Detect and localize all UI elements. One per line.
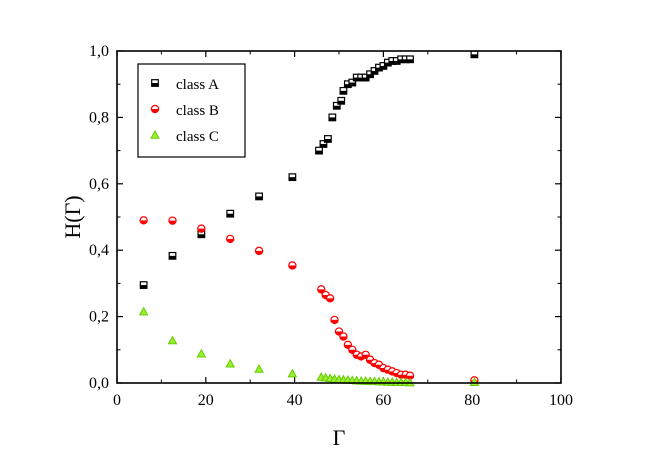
data-point	[138, 306, 149, 316]
x-tick-label: 80	[464, 392, 480, 409]
legend-label: class B	[176, 103, 219, 119]
data-point-fill	[197, 228, 205, 233]
y-tick-label: 0,8	[89, 109, 109, 126]
data-point	[167, 335, 178, 345]
legend-marker	[150, 129, 160, 139]
x-tick-label: 100	[549, 392, 573, 409]
x-tick-label: 20	[198, 392, 214, 409]
x-tick-label: 60	[375, 392, 391, 409]
y-tick-label: 1,0	[89, 43, 109, 60]
data-point-fill	[340, 90, 347, 95]
data-point-fill	[402, 59, 409, 63]
data-point-fill	[362, 77, 369, 81]
data-point-fill	[315, 150, 323, 154]
data-point-fill	[168, 220, 177, 225]
legend-marker-fill	[151, 109, 159, 113]
data-point	[287, 368, 298, 378]
x-axis-label: Γ	[333, 425, 346, 450]
data-point-fill	[326, 298, 334, 302]
series-class-A	[139, 50, 479, 289]
data-point-fill	[353, 77, 361, 81]
data-point-fill	[330, 319, 339, 324]
data-point-fill	[140, 285, 147, 289]
data-point-fill	[397, 59, 405, 63]
data-point-fill	[366, 74, 374, 78]
data-point-fill	[388, 60, 396, 65]
x-tick-label: 0	[113, 392, 121, 409]
legend: class A class B class C	[137, 63, 246, 158]
y-tick-label: 0,0	[89, 375, 109, 392]
y-tick-label: 0,6	[89, 176, 109, 193]
legend-marker-fill	[151, 83, 159, 87]
data-point-fill	[320, 143, 327, 148]
legend-item: class B	[150, 103, 219, 119]
data-point-fill	[380, 65, 387, 70]
data-point-fill	[349, 82, 356, 86]
data-point-fill	[140, 220, 148, 224]
data-points	[138, 50, 480, 387]
data-point-fill	[289, 177, 296, 181]
y-tick-label: 0,4	[89, 242, 109, 259]
legend-label: class C	[176, 129, 219, 145]
data-point-fill	[471, 54, 478, 58]
data-point-fill	[288, 265, 296, 270]
y-axis-label: H(Γ)	[60, 195, 85, 238]
data-point-fill	[324, 138, 332, 143]
data-point-fill	[344, 84, 352, 88]
data-point-fill	[384, 62, 392, 66]
legend-label: class A	[176, 77, 219, 93]
data-point-fill	[406, 375, 414, 380]
series-class-C	[138, 306, 480, 387]
y-tick-label: 0,2	[89, 309, 109, 326]
x-tick-label: 40	[287, 392, 303, 409]
data-point	[254, 364, 264, 373]
data-point-fill	[357, 77, 365, 81]
data-point-fill	[226, 213, 234, 217]
data-point-fill	[226, 238, 234, 243]
tick-labels: 0 20 40 60 80 100 0,0 0,2 0,4 0,6 0,8 1,0	[89, 43, 573, 409]
series-class-B	[139, 216, 479, 385]
data-point-fill	[333, 105, 341, 110]
legend-item: class A	[151, 77, 219, 93]
plot-frame	[116, 50, 562, 384]
data-point	[196, 348, 207, 358]
data-point-fill	[198, 234, 205, 238]
data-point-fill	[255, 196, 263, 200]
legend-item: class C	[150, 129, 219, 145]
data-point-fill	[329, 117, 336, 121]
data-point-fill	[255, 250, 263, 255]
data-point-fill	[393, 60, 401, 65]
data-point-fill	[406, 59, 414, 63]
data-point-fill	[337, 100, 345, 105]
data-point-fill	[339, 336, 348, 341]
data-point-fill	[169, 255, 176, 260]
data-point	[225, 358, 236, 368]
data-point-fill	[371, 70, 378, 75]
data-point-fill	[375, 67, 383, 71]
